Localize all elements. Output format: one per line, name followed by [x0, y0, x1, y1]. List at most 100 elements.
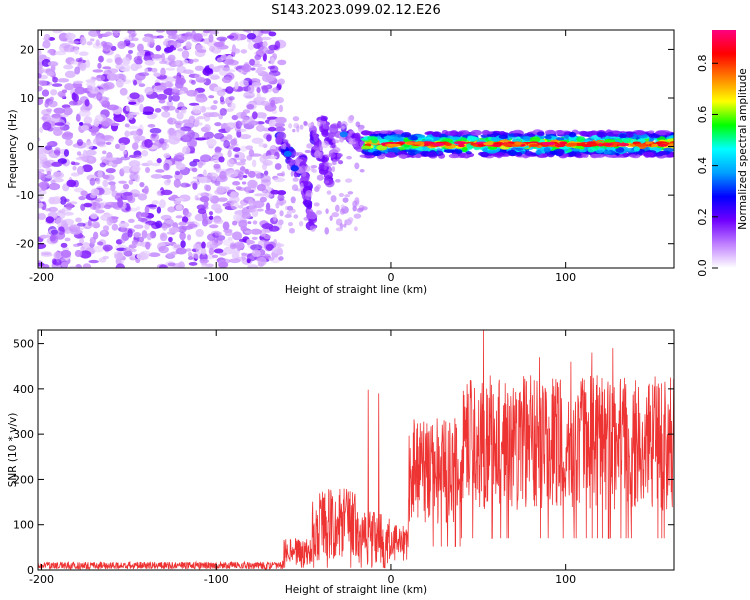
heatmap-cell	[42, 263, 50, 268]
heatmap-cell	[339, 131, 348, 138]
heatmap-cell	[76, 222, 86, 227]
heatmap-cell	[483, 142, 494, 146]
heatmap-cell	[561, 153, 570, 157]
heatmap-cell	[253, 42, 261, 49]
heatmap-cell	[113, 114, 126, 123]
heatmap-cell	[195, 137, 207, 141]
heatmap-cell	[76, 166, 85, 175]
heatmap-cell	[263, 162, 270, 166]
heatmap-cell	[260, 101, 270, 106]
heatmap-cell	[246, 238, 252, 246]
heatmap-cell	[241, 212, 252, 220]
heatmap-cell	[106, 216, 113, 226]
heatmap-cell	[325, 208, 329, 214]
heatmap-cell	[568, 131, 577, 138]
heatmap-cell	[53, 251, 61, 260]
heatmap-cell	[83, 116, 93, 124]
heatmap-cell	[117, 40, 127, 50]
heatmap-cell	[65, 138, 73, 146]
heatmap-cell	[303, 120, 308, 126]
heatmap-cell	[111, 223, 119, 231]
heatmap-cell	[523, 133, 531, 137]
heatmap-cell	[88, 156, 94, 162]
heatmap-cell	[200, 248, 207, 255]
heatmap-cell	[290, 170, 294, 177]
heatmap-cell	[142, 111, 154, 115]
heatmap-cell	[95, 177, 101, 185]
heatmap-cell	[323, 123, 330, 130]
heatmap-cell	[115, 192, 125, 196]
heatmap-cell	[149, 127, 162, 134]
heatmap-cell	[111, 190, 119, 198]
heatmap-cell	[161, 223, 168, 231]
heatmap-cell	[230, 191, 237, 199]
heatmap-cell	[106, 58, 113, 64]
x-tick-label: 0	[387, 573, 394, 586]
heatmap-cell	[119, 87, 128, 96]
heatmap-cell	[170, 46, 177, 51]
heatmap-cell	[234, 81, 239, 90]
heatmap-cell	[282, 139, 289, 143]
heatmap-cell	[221, 76, 232, 84]
heatmap-cell	[129, 130, 140, 136]
heatmap-cell	[161, 174, 173, 180]
heatmap-cell	[514, 141, 523, 146]
heatmap-cell	[75, 217, 82, 223]
heatmap-cell	[73, 46, 80, 55]
heatmap-cell	[275, 202, 280, 209]
heatmap-cell	[316, 184, 322, 190]
x-tick-label: -100	[204, 573, 229, 586]
colorbar-tick-label: 0.8	[696, 55, 709, 72]
heatmap-cell	[161, 237, 167, 242]
heatmap-cell	[154, 107, 162, 113]
colorbar-gradient	[712, 30, 736, 268]
x-tick-label: -100	[204, 271, 229, 284]
heatmap-cell	[270, 99, 276, 108]
heatmap-cell	[118, 180, 127, 184]
heatmap-cell	[151, 133, 158, 137]
heatmap-cell	[235, 186, 242, 191]
heatmap-cell	[262, 41, 268, 48]
heatmap-cell	[95, 74, 106, 82]
heatmap-cell	[238, 220, 248, 229]
heatmap-cell	[38, 153, 47, 160]
heatmap-cell	[260, 174, 271, 183]
heatmap-cell	[288, 123, 293, 129]
heatmap-cell	[347, 191, 354, 195]
heatmap-cell	[235, 120, 242, 130]
heatmap-cell	[71, 162, 80, 166]
heatmap-cell	[232, 181, 241, 186]
heatmap-cell	[139, 103, 144, 113]
heatmap-cell	[120, 156, 131, 161]
heatmap-cell	[58, 209, 66, 214]
heatmap-cell	[457, 131, 464, 135]
heatmap-cell	[192, 58, 199, 63]
heatmap-cell	[251, 208, 259, 218]
heatmap-cell	[42, 113, 52, 123]
heatmap-cell	[138, 236, 145, 243]
heatmap-cell	[483, 131, 494, 135]
heatmap-cell	[604, 153, 617, 158]
heatmap-cell	[214, 122, 222, 127]
heatmap-cell	[604, 142, 614, 146]
heatmap-cell	[49, 197, 61, 205]
heatmap-cell	[38, 97, 44, 106]
heatmap-cell	[138, 72, 150, 77]
heatmap-cell	[185, 248, 192, 252]
heatmap-cell	[51, 161, 63, 167]
heatmap-cell	[102, 179, 109, 188]
heatmap-cell	[426, 151, 438, 158]
heatmap-cell	[188, 261, 198, 266]
heatmap-cell	[287, 221, 294, 227]
heatmap-cell	[179, 231, 186, 241]
heatmap-cell	[174, 170, 181, 176]
heatmap-cell	[142, 36, 153, 43]
heatmap-cell	[222, 67, 230, 72]
heatmap-cell	[542, 141, 555, 146]
heatmap-cell	[156, 30, 165, 33]
heatmap-cell	[459, 152, 466, 158]
heatmap-cell	[102, 150, 107, 155]
heatmap-cell	[208, 95, 215, 99]
heatmap-cell	[230, 138, 237, 146]
